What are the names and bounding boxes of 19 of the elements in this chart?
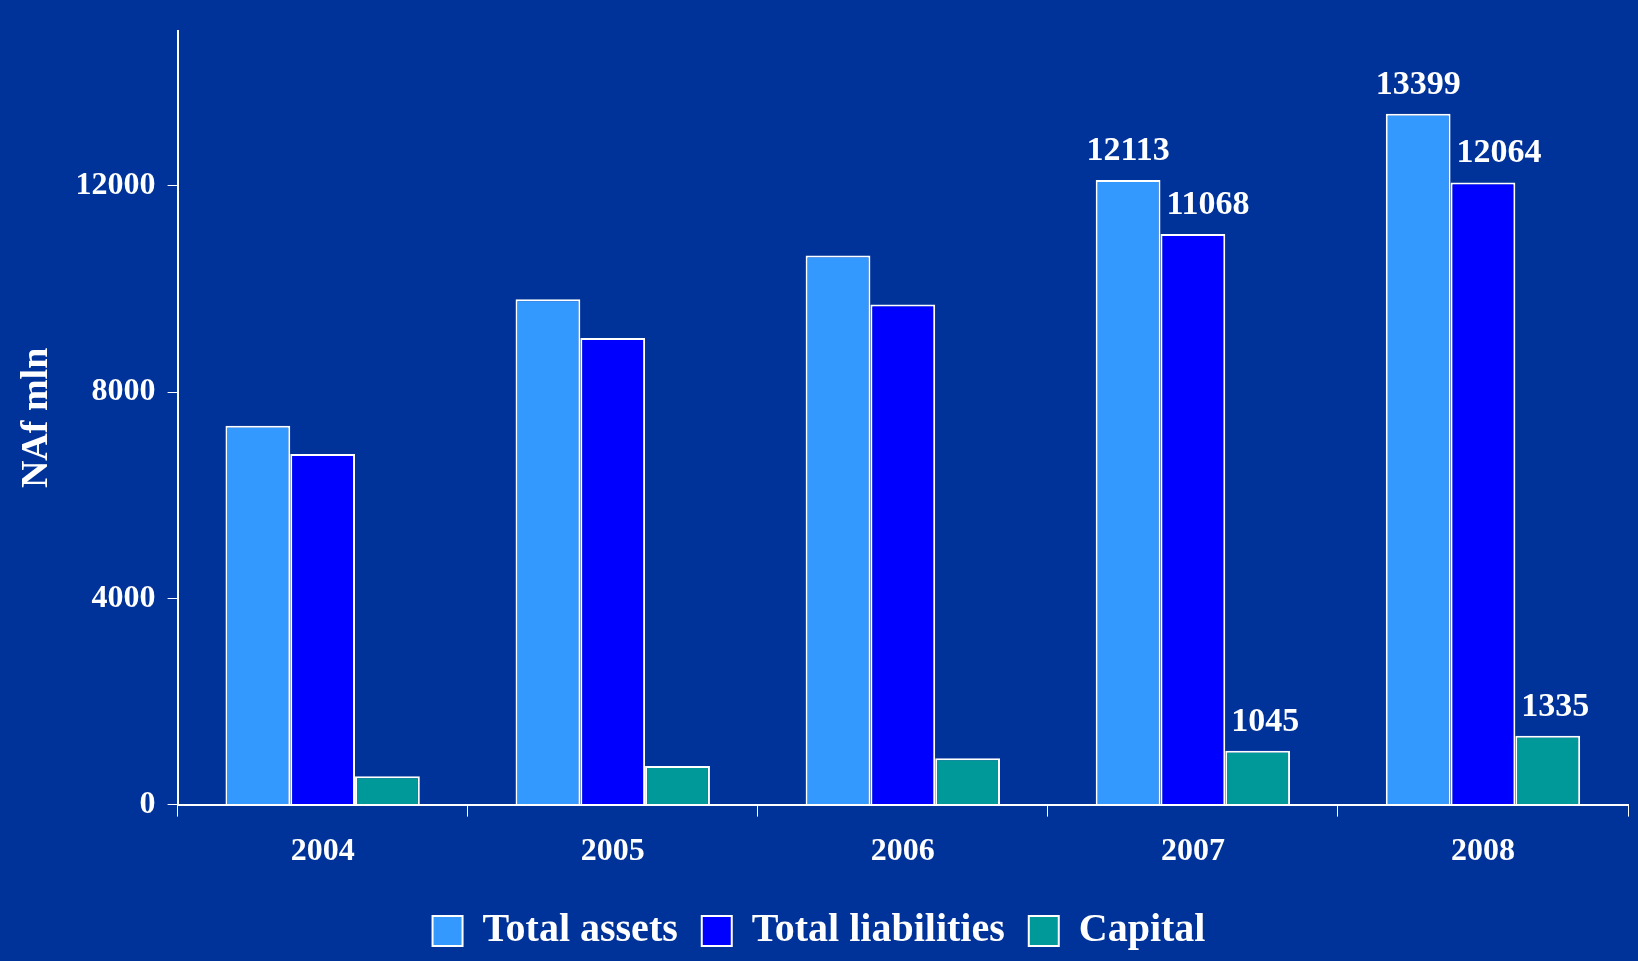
x-tick-label: 2008 <box>1450 831 1515 868</box>
x-tick-label: 2006 <box>870 831 935 868</box>
x-tick-label: 2007 <box>1160 831 1225 868</box>
legend-label: Capital <box>1078 905 1206 951</box>
y-axis-title: NAf mln <box>12 347 55 489</box>
data-label: 12113 <box>1086 129 1170 167</box>
legend-label: Total liabilities <box>751 905 1005 951</box>
data-label: 1045 <box>1231 700 1300 738</box>
legend-label: Total assets <box>482 905 678 951</box>
data-label: 13399 <box>1375 63 1461 101</box>
x-tick-label: 2005 <box>580 831 645 868</box>
data-label: 1335 <box>1521 685 1590 723</box>
y-tick-label: 12000 <box>75 165 156 202</box>
y-tick-label: 4000 <box>91 577 156 614</box>
y-tick-label: 0 <box>139 783 156 820</box>
data-label: 12064 <box>1456 132 1542 170</box>
data-label: 11068 <box>1166 183 1250 221</box>
x-tick-label: 2004 <box>290 831 355 868</box>
y-tick-label: 8000 <box>91 371 156 408</box>
